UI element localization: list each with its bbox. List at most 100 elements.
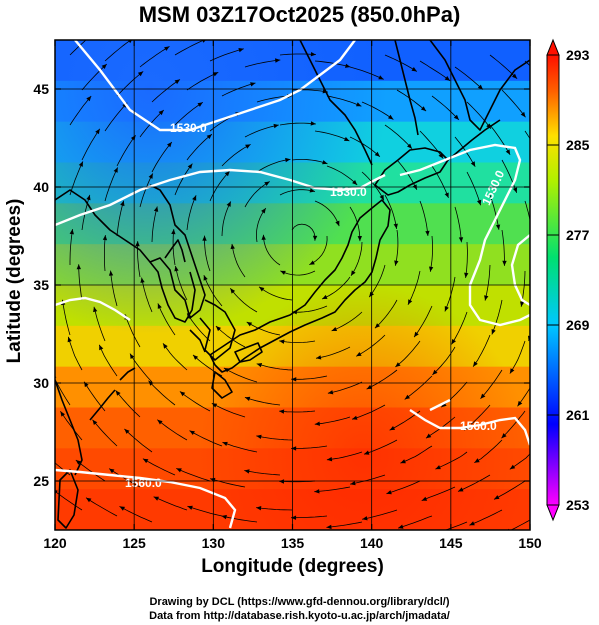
streamline xyxy=(489,54,518,79)
streamline-arrow xyxy=(153,496,159,501)
streamline xyxy=(244,124,279,138)
colorbar-tick-label: 269 xyxy=(566,317,590,333)
streamline-arrow xyxy=(261,208,266,214)
streamline-arrow xyxy=(164,46,170,51)
streamline xyxy=(215,325,246,348)
streamline-arrow xyxy=(174,79,180,85)
streamline xyxy=(209,48,244,62)
streamline xyxy=(124,314,141,348)
streamline-arrow xyxy=(256,506,262,511)
streamline xyxy=(104,102,128,132)
streamline xyxy=(368,264,386,298)
streamline xyxy=(98,344,118,377)
streamline xyxy=(104,235,106,272)
streamline-arrow xyxy=(127,40,133,44)
streamline xyxy=(124,428,153,453)
streamline-arrow xyxy=(285,157,291,163)
streamline xyxy=(69,161,84,196)
streamline xyxy=(55,490,83,511)
y-tick-label: 30 xyxy=(33,375,49,391)
streamline-arrow xyxy=(351,270,356,276)
streamline-arrow xyxy=(273,123,279,129)
streamline xyxy=(421,486,456,501)
streamline xyxy=(291,223,316,241)
streamline xyxy=(279,340,316,343)
streamline-arrow xyxy=(426,433,432,439)
streamline-arrow xyxy=(451,339,456,345)
colorbar-tick-label: 261 xyxy=(566,407,590,423)
streamline-arrow xyxy=(76,264,81,270)
streamline-arrow xyxy=(92,419,98,425)
streamline-arrow xyxy=(505,149,511,155)
streamline-arrow xyxy=(327,390,334,395)
streamline xyxy=(489,124,511,156)
streamline xyxy=(396,89,427,112)
streamline xyxy=(509,340,526,374)
streamline xyxy=(221,144,251,167)
x-tick-label: 135 xyxy=(281,535,305,551)
streamline-arrow xyxy=(142,458,149,464)
streamline xyxy=(431,95,460,121)
streamline xyxy=(244,397,281,406)
streamline xyxy=(186,71,219,91)
streamline-arrow xyxy=(495,224,501,230)
streamline-arrow xyxy=(226,201,231,207)
streamline xyxy=(174,40,206,56)
streamline-arrow xyxy=(158,110,164,116)
streamline-arrow xyxy=(230,243,235,250)
streamline xyxy=(466,171,481,206)
streamline-arrow xyxy=(388,114,394,120)
streamline xyxy=(326,95,362,107)
streamline-arrow xyxy=(261,234,266,240)
streamline xyxy=(491,299,503,335)
streamline xyxy=(81,128,101,161)
streamline xyxy=(151,141,173,173)
streamline-arrow xyxy=(420,106,427,112)
streamline-arrow xyxy=(187,163,193,169)
streamline-arrow xyxy=(411,67,417,72)
streamline-arrow xyxy=(203,275,208,281)
streamline xyxy=(400,445,433,464)
streamline-arrow xyxy=(501,433,507,439)
streamline xyxy=(509,453,530,470)
streamline xyxy=(244,59,281,68)
streamline xyxy=(151,206,158,243)
streamline-arrow xyxy=(379,194,384,201)
streamline xyxy=(256,435,293,441)
streamline-arrow xyxy=(238,48,244,53)
streamline xyxy=(231,243,246,278)
streamline xyxy=(537,236,540,272)
colorbar-tick-label: 253 xyxy=(566,497,590,513)
streamline xyxy=(291,445,328,449)
streamline xyxy=(280,270,316,276)
streamline xyxy=(186,133,213,161)
streamline xyxy=(78,264,83,301)
streamline xyxy=(419,130,444,159)
streamline-arrow xyxy=(539,157,543,163)
streamline xyxy=(187,505,223,517)
x-tick-label: 140 xyxy=(360,535,384,551)
streamline-arrow xyxy=(389,426,396,431)
streamline-arrow xyxy=(502,260,507,266)
streamline-arrow xyxy=(374,323,380,329)
streamline xyxy=(361,101,394,120)
streamline xyxy=(104,167,119,202)
streamline-arrow xyxy=(101,64,107,69)
streamline xyxy=(62,299,71,336)
streamline xyxy=(384,194,397,229)
streamline-arrow xyxy=(469,521,475,526)
streamline-arrow xyxy=(407,143,412,149)
streamline xyxy=(351,404,386,420)
x-tick-label: 125 xyxy=(122,535,146,551)
streamline-arrow xyxy=(135,241,140,247)
y-axis: 25 30 35 40 45 xyxy=(33,81,530,489)
streamline-arrow xyxy=(356,102,362,107)
streamline-arrow xyxy=(279,339,285,344)
streamline-arrow xyxy=(69,229,74,235)
contour-label: 1530.0 xyxy=(330,185,367,199)
streamline xyxy=(432,346,456,376)
streamline xyxy=(204,235,211,272)
streamline xyxy=(489,194,500,230)
streamline xyxy=(429,235,433,272)
